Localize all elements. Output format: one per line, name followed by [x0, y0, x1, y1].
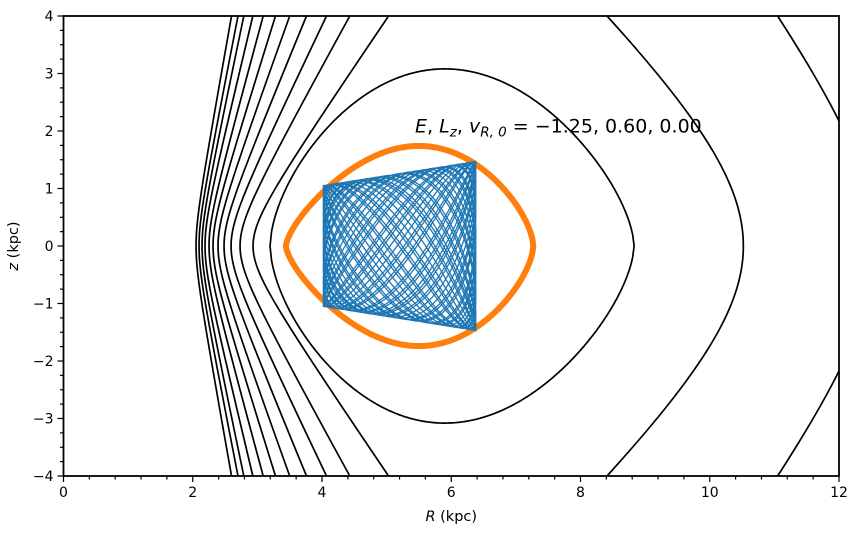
- y-tick-label: −1: [33, 297, 54, 313]
- x-tick-label: 2: [188, 485, 197, 501]
- x-tick-label: 12: [830, 485, 848, 501]
- y-tick-label: 0: [45, 239, 54, 255]
- axis-ticks: [57, 15, 840, 482]
- orbit-parameters-annotation: E, Lz, vR, 0 = −1.25, 0.60, 0.00: [415, 116, 702, 141]
- potential-contour-lines: [195, 16, 839, 476]
- zero-velocity-curve: [282, 142, 537, 350]
- y-tick-label: 4: [45, 9, 54, 25]
- y-tick-label: 1: [45, 182, 54, 198]
- x-tick-label: 10: [701, 485, 719, 501]
- y-tick-label: −3: [33, 412, 54, 428]
- y-tick-label: 3: [45, 67, 54, 83]
- y-tick-label: −2: [33, 354, 54, 370]
- x-tick-label: 4: [318, 485, 327, 501]
- x-axis-label: R (kpc): [425, 509, 477, 525]
- y-tick-label: −4: [33, 469, 54, 485]
- x-tick-label: 6: [447, 485, 456, 501]
- x-tick-label: 8: [576, 485, 585, 501]
- y-axis-label: z (kpc): [6, 221, 22, 271]
- orbit-trace: [322, 160, 477, 333]
- x-tick-label: 0: [59, 485, 68, 501]
- y-tick-label: 2: [45, 124, 54, 140]
